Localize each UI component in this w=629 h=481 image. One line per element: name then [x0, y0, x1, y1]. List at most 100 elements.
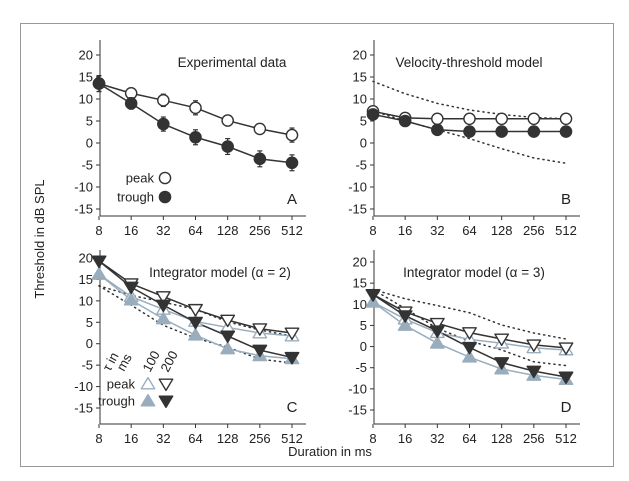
chart-panel-d: 20 15 10 5 0 -5 -10 -158 16 32 64 128 256 512 Integrat…: [348, 250, 580, 446]
data-point: [494, 333, 510, 347]
data-point: [91, 255, 107, 269]
x-tick-label: 128: [217, 223, 239, 238]
chart-panel-b: 20 15 10 5 0 -5 -10 -158 16 32 64 128 256 512 Velocity…: [348, 40, 580, 238]
figure-xlabel: Duration in ms: [288, 444, 372, 459]
data-point: [526, 365, 542, 379]
chart-title: Experimental data: [178, 55, 287, 70]
data-point: [284, 351, 300, 365]
data-point: [253, 152, 267, 166]
data-point: [431, 112, 444, 126]
legend-marker: [158, 378, 174, 392]
y-tick-label: -5: [81, 358, 93, 373]
data-point: [157, 94, 170, 107]
x-tick-label: 64: [188, 431, 202, 446]
x-tick-label: 16: [124, 223, 138, 238]
y-tick-label: 5: [360, 114, 367, 129]
y-tick-label: -10: [74, 379, 93, 394]
y-tick-label: 10: [79, 92, 93, 107]
y-tick-label: -15: [348, 403, 367, 418]
chart-panel-c: 20 15 10 5 0 -5 -10 -158 16 32 64 128 256 512 Integrat…: [74, 250, 306, 446]
data-point: [253, 122, 267, 136]
x-tick-label: 256: [523, 223, 545, 238]
y-tick-label: -15: [74, 401, 93, 416]
y-tick-label: -10: [74, 180, 93, 195]
y-tick-label: 20: [79, 48, 93, 63]
x-tick-label: 128: [491, 431, 513, 446]
data-point: [463, 112, 476, 126]
data-point: [559, 125, 573, 138]
x-tick-label: 8: [369, 431, 376, 446]
legend-column-label: 200: [157, 348, 180, 374]
x-tick-label: 32: [430, 223, 444, 238]
data-point: [285, 128, 299, 142]
y-tick-label: 0: [86, 336, 93, 351]
data-point: [527, 112, 541, 126]
y-tick-label: 5: [86, 114, 93, 129]
data-point: [284, 327, 300, 341]
chart-title: Velocity-threshold model: [395, 55, 542, 70]
y-tick-label: -5: [355, 158, 367, 173]
data-point: [92, 77, 106, 90]
data-point: [221, 140, 234, 153]
legend-marker: [140, 393, 156, 407]
data-point: [429, 336, 445, 349]
x-tick-label: 512: [281, 223, 303, 238]
chart-title: Integrator model (α = 2): [149, 265, 291, 280]
data-point: [365, 289, 381, 302]
x-tick-label: 128: [491, 223, 513, 238]
series-line-dotted: [372, 110, 567, 164]
data-point: [220, 341, 236, 355]
y-tick-label: -5: [81, 158, 93, 173]
data-point: [285, 156, 299, 170]
x-tick-label: 64: [462, 431, 476, 446]
data-point: [462, 327, 477, 340]
x-tick-label: 512: [555, 223, 577, 238]
x-tick-label: 8: [95, 431, 102, 446]
data-point: [431, 123, 444, 137]
data-point: [157, 117, 170, 131]
figure-ylabel: Threshold in dB SPL: [32, 179, 47, 298]
panel-letter: A: [287, 191, 297, 208]
data-point: [559, 112, 573, 126]
y-tick-label: -15: [74, 202, 93, 217]
y-tick-label: 15: [353, 276, 367, 291]
data-point: [494, 357, 510, 370]
panel-letter: B: [561, 191, 571, 208]
data-point: [462, 341, 477, 355]
y-tick-label: -10: [348, 180, 367, 195]
legend-marker: [158, 190, 172, 204]
data-point: [155, 311, 171, 325]
data-point: [220, 314, 236, 328]
y-tick-label: 15: [353, 70, 367, 85]
legend-label: trough: [98, 394, 135, 409]
data-point: [188, 328, 203, 341]
data-point: [397, 310, 413, 323]
x-tick-label: 16: [398, 431, 412, 446]
x-tick-label: 256: [523, 431, 545, 446]
x-tick-label: 16: [124, 431, 138, 446]
y-tick-label: 0: [86, 136, 93, 151]
data-point: [495, 112, 508, 126]
data-point: [155, 299, 171, 313]
data-point: [124, 97, 138, 110]
x-tick-label: 128: [217, 431, 239, 446]
chart-panel-a: 20 15 10 5 0 -5 -10 -158 16 32 64 128 256 512 Experime…: [74, 40, 306, 238]
x-tick-label: 8: [369, 223, 376, 238]
y-tick-label: 15: [79, 70, 93, 85]
data-point: [155, 291, 171, 304]
y-tick-label: 5: [86, 315, 93, 330]
legend-marker: [158, 395, 174, 409]
legend-label: peak: [126, 171, 155, 186]
data-point: [123, 292, 139, 306]
data-point: [495, 125, 508, 138]
data-point: [429, 325, 445, 339]
legend-marker: [158, 171, 172, 185]
x-tick-label: 512: [555, 431, 577, 446]
y-tick-label: 20: [353, 48, 367, 63]
data-point: [189, 101, 202, 115]
data-point: [189, 130, 202, 144]
data-point: [221, 114, 234, 127]
x-tick-label: 256: [249, 223, 271, 238]
